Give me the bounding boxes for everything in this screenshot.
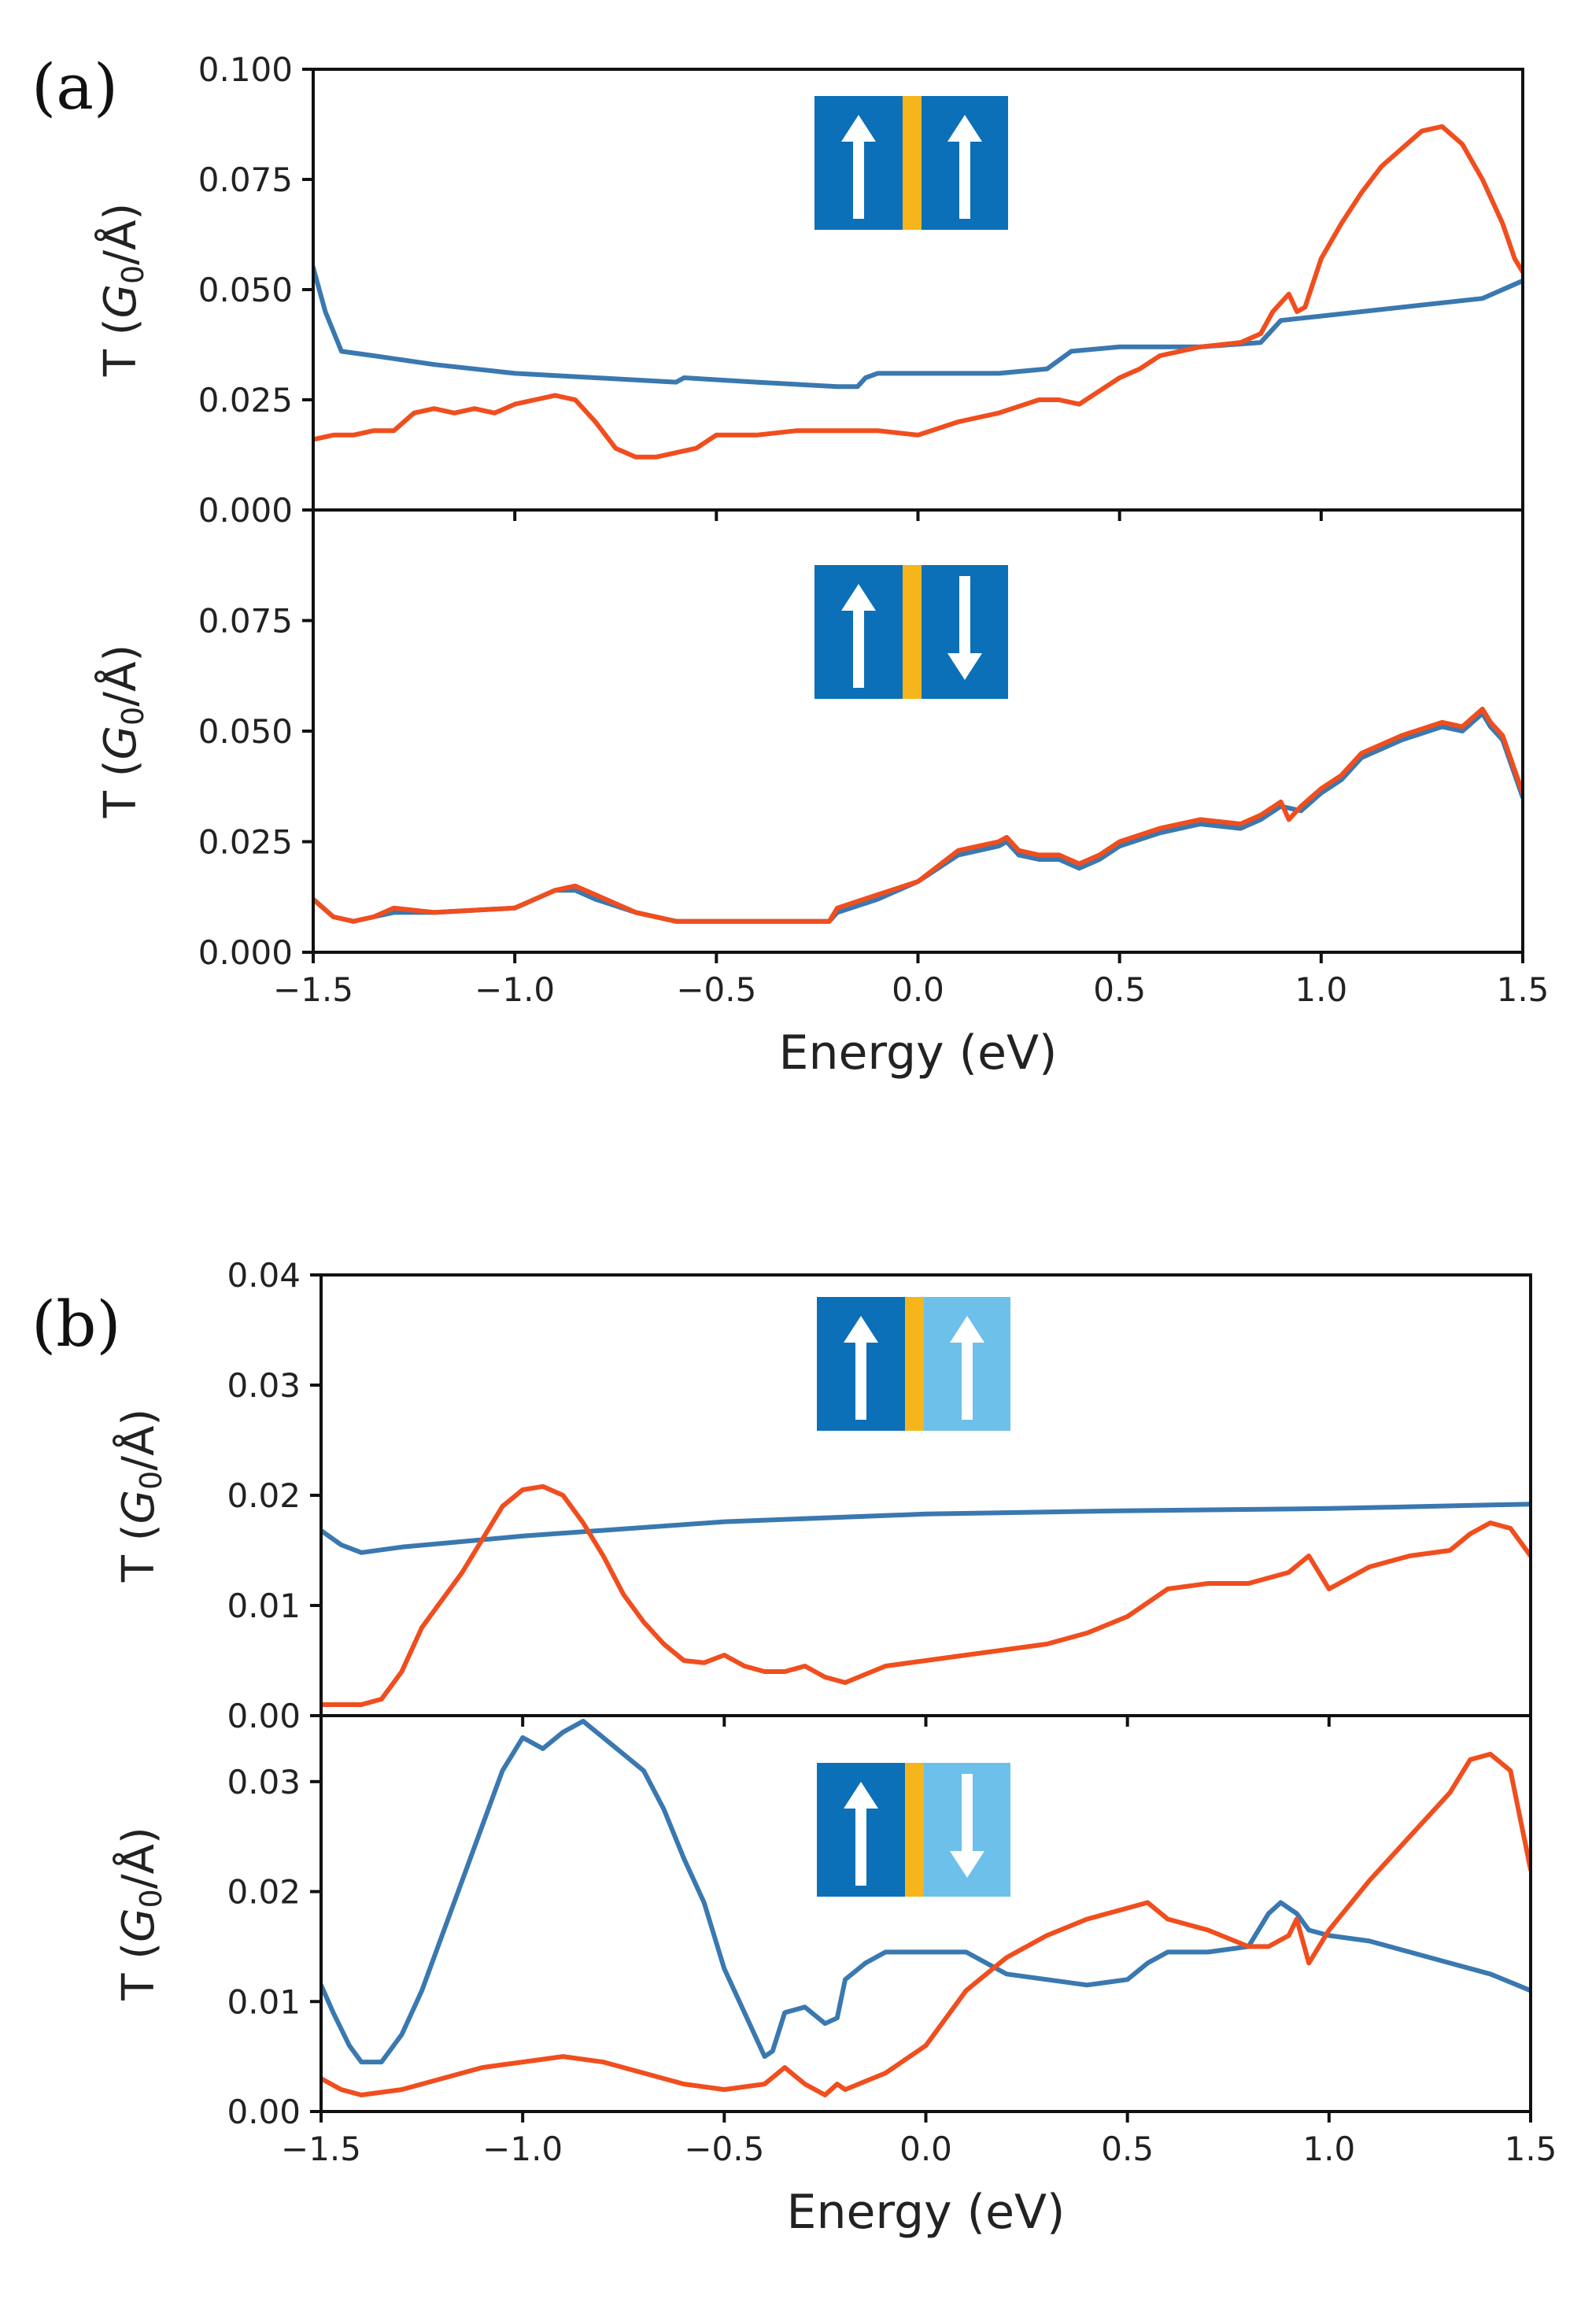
y-axis-label: T (G0/Å) — [94, 645, 150, 818]
spacer-layer — [905, 1763, 924, 1897]
subplot-b-top: 0.00 0.01 0.02 0.03 0.04 T (G0/Å) — [113, 1256, 1532, 1735]
x-tick-label: 0.5 — [1093, 970, 1146, 1009]
y-axis-label: T (G0/Å) — [113, 1409, 168, 1583]
right-spin-down-arrow-icon — [947, 576, 982, 680]
left-spin-up-arrow-icon — [841, 115, 876, 219]
y-tick-label: 0.000 — [198, 491, 293, 530]
y-tick-label: 0.025 — [198, 823, 293, 862]
x-tick-label: −1.5 — [273, 970, 353, 1009]
subplot-a-bottom: 0.000 0.025 0.050 0.075 −1.5 −1.0 −0.5 0.0 0.5 1.… — [94, 508, 1550, 1081]
spin-valve-icon — [817, 1763, 1010, 1897]
right-spin-up-arrow-icon — [947, 115, 982, 219]
right-spin-up-arrow-icon — [950, 1316, 984, 1420]
y-tick-label: 0.03 — [227, 1763, 301, 1801]
series-line-blue — [321, 1719, 1531, 2065]
subplot-b-bottom: 0.00 0.01 0.02 0.03 −1.5 −1.0 −0.5 0.0 0.5 1.0 1.5… — [113, 1714, 1557, 2240]
x-tick-label: 1.5 — [1497, 970, 1550, 1009]
y-tick-label: 0.100 — [198, 50, 293, 89]
series-line-orange — [321, 1483, 1531, 1707]
x-tick-label: 0.5 — [1101, 2130, 1154, 2168]
x-tick-label: −1.5 — [281, 2130, 361, 2168]
y-tick-label: 0.00 — [227, 1697, 301, 1735]
x-tick-label: 1.0 — [1302, 2130, 1355, 2168]
y-tick-label: 0.050 — [198, 712, 293, 751]
y-tick-label: 0.075 — [198, 602, 293, 641]
spin-valve-icon — [814, 565, 1008, 699]
panel-label-b: (b) — [31, 1288, 121, 1361]
y-tick-label: 0.02 — [227, 1873, 301, 1912]
y-tick-label: 0.075 — [198, 161, 293, 199]
y-axis-label: T (G0/Å) — [113, 1827, 168, 2001]
y-axis-label: T (G0/Å) — [94, 203, 150, 377]
x-tick-label: −0.5 — [684, 2130, 764, 2168]
spin-valve-icon — [817, 1297, 1010, 1431]
x-tick-label: 1.5 — [1505, 2130, 1557, 2168]
series-line-orange — [313, 706, 1523, 924]
y-tick-label: 0.00 — [227, 2093, 301, 2131]
series-line-blue — [321, 1502, 1531, 1555]
spacer-layer — [903, 565, 922, 699]
y-tick-label: 0.025 — [198, 381, 293, 419]
y-tick-label: 0.02 — [227, 1476, 301, 1515]
left-spin-up-arrow-icon — [841, 584, 876, 688]
spacer-layer — [903, 96, 922, 230]
left-spin-up-arrow-icon — [844, 1316, 878, 1420]
y-tick-label: 0.04 — [227, 1256, 301, 1295]
x-tick-label: −1.0 — [475, 970, 555, 1009]
x-tick-label: 0.0 — [899, 2130, 952, 2168]
x-axis-label: Energy (eV) — [787, 2185, 1066, 2240]
y-tick-label: 0.03 — [227, 1366, 301, 1405]
x-tick-label: −1.0 — [482, 2130, 563, 2168]
y-tick-label: 0.000 — [198, 933, 293, 972]
x-tick-label: −0.5 — [676, 970, 756, 1009]
series-line-orange — [321, 1751, 1531, 2097]
subplot-a-top: 0.000 0.025 0.050 0.075 0.100 T (G0/Å) — [94, 50, 1524, 530]
panel-label-a: (a) — [31, 50, 118, 124]
series-line-blue — [313, 265, 1523, 390]
x-tick-label: 1.0 — [1295, 970, 1347, 1009]
spin-valve-icon — [814, 96, 1008, 230]
x-axis-label: Energy (eV) — [779, 1025, 1058, 1081]
x-tick-label: 0.0 — [892, 970, 944, 1009]
series-line-orange — [313, 124, 1523, 460]
y-tick-label: 0.050 — [198, 271, 293, 309]
y-tick-label: 0.01 — [227, 1982, 301, 2021]
right-spin-down-arrow-icon — [950, 1774, 984, 1878]
series-line-blue — [313, 711, 1523, 924]
left-spin-up-arrow-icon — [844, 1782, 878, 1886]
y-tick-label: 0.01 — [227, 1587, 301, 1625]
spacer-layer — [905, 1297, 924, 1431]
